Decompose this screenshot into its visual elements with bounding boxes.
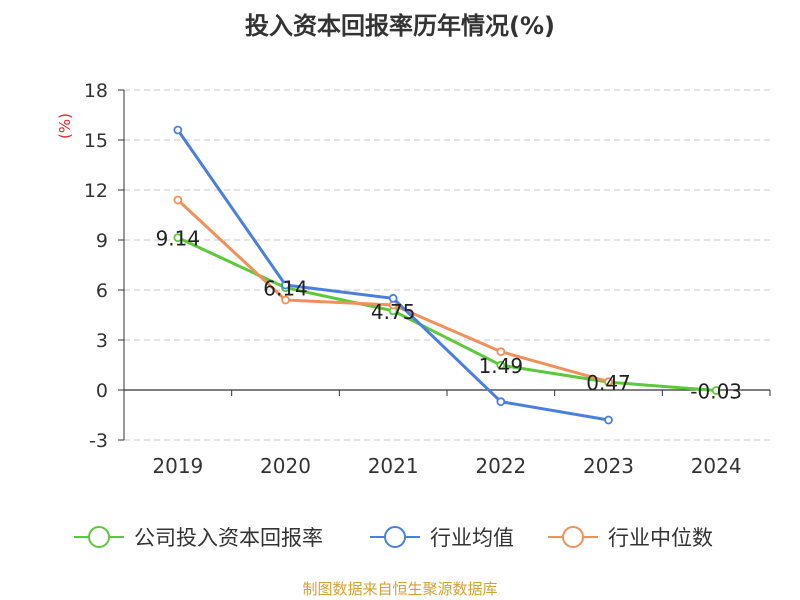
y-tick-label: 12 — [84, 180, 108, 202]
data-point-company[interactable] — [173, 233, 183, 243]
label-layer: 9.14 6.14 4.75 1.49 0.47 -0.03 — [156, 227, 742, 404]
legend-item-industry_avg[interactable]: 行业均值 — [370, 526, 514, 550]
data-point-industry_avg[interactable] — [388, 293, 398, 303]
data-label: 1.49 — [479, 354, 524, 378]
data-point-industry_avg[interactable] — [173, 125, 183, 135]
y-tick-label: 6 — [96, 280, 108, 302]
series-line-industry_avg — [176, 129, 609, 422]
data-point-company[interactable] — [711, 386, 721, 395]
legend[interactable]: 公司投入资本回报率 行业均值 行业中位数 — [74, 526, 713, 550]
legend-swatch-marker — [384, 526, 406, 548]
legend-swatch-marker — [88, 526, 110, 548]
legend-item-company[interactable]: 公司投入资本回报率 — [74, 526, 323, 550]
y-unit-label: (%) — [56, 113, 74, 139]
data-point-industry_median[interactable] — [496, 347, 506, 357]
data-label: 0.47 — [586, 371, 631, 395]
data-point-industry_median[interactable] — [604, 377, 613, 387]
legend-label: 公司投入资本回报率 — [134, 526, 323, 550]
series-line-industry_median — [176, 198, 609, 384]
legend-label: 行业中位数 — [608, 526, 713, 550]
data-label: 4.75 — [371, 300, 416, 324]
y-tick-label: 18 — [84, 80, 108, 102]
data-label: 6.14 — [263, 277, 308, 301]
data-point-industry_median[interactable] — [173, 195, 183, 205]
x-tick-label: 2023 — [583, 454, 634, 478]
y-tick-label: 3 — [96, 330, 108, 352]
data-point-industry_avg[interactable] — [281, 280, 290, 290]
data-point-industry_avg[interactable] — [604, 415, 613, 425]
series-layer — [173, 125, 721, 425]
legend-item-industry_median[interactable]: 行业中位数 — [548, 526, 713, 550]
legend-label: 行业均值 — [430, 526, 514, 550]
x-tick-label: 2022 — [475, 454, 526, 478]
data-point-company[interactable] — [496, 360, 506, 370]
data-source-note: 制图数据来自恒生聚源数据库 — [302, 580, 498, 598]
grid-layer — [124, 89, 770, 441]
y-tick-label: -3 — [89, 430, 108, 452]
y-tick-label: 9 — [96, 230, 108, 252]
x-tick-label: 2019 — [152, 454, 203, 478]
data-point-industry_avg[interactable] — [496, 397, 506, 407]
legend-swatch-marker — [562, 526, 584, 548]
y-tick-label: 0 — [96, 380, 108, 402]
data-point-industry_median[interactable] — [281, 295, 290, 305]
x-tick-label: 2024 — [691, 454, 742, 478]
x-tick-label: 2021 — [368, 454, 419, 478]
chart-title: 投入资本回报率历年情况(%) — [245, 12, 555, 40]
axis-layer: 18 15 12 9 6 3 0 -3 (%) 2019 2020 2021 2022 2023 2024 — [56, 80, 771, 478]
y-tick-label: 15 — [84, 130, 108, 152]
data-label: -0.03 — [690, 380, 742, 404]
data-label: 9.14 — [156, 227, 201, 251]
series-line-company — [177, 236, 717, 392]
x-tick-label: 2020 — [260, 454, 311, 478]
